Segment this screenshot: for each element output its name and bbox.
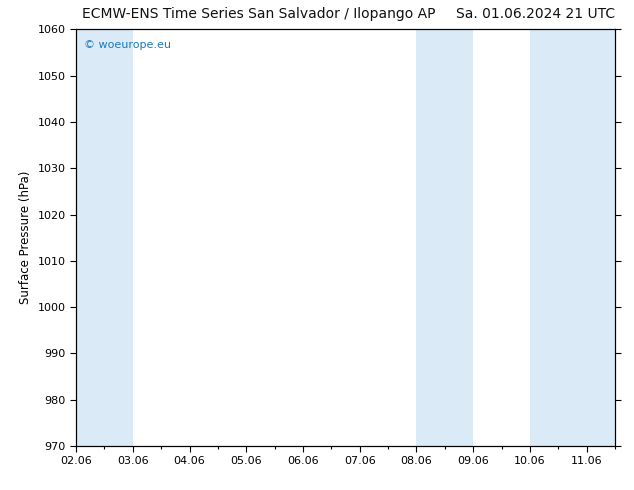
Text: © woeurope.eu: © woeurope.eu: [84, 40, 171, 50]
Y-axis label: Surface Pressure (hPa): Surface Pressure (hPa): [19, 171, 32, 304]
Bar: [76, 29, 133, 446]
Text: ECMW-ENS Time Series San Salvador / Ilopango AP: ECMW-ENS Time Series San Salvador / Ilop…: [82, 7, 436, 22]
Text: Sa. 01.06.2024 21 UTC: Sa. 01.06.2024 21 UTC: [456, 7, 615, 22]
Bar: [417, 29, 473, 446]
Bar: [530, 29, 615, 446]
